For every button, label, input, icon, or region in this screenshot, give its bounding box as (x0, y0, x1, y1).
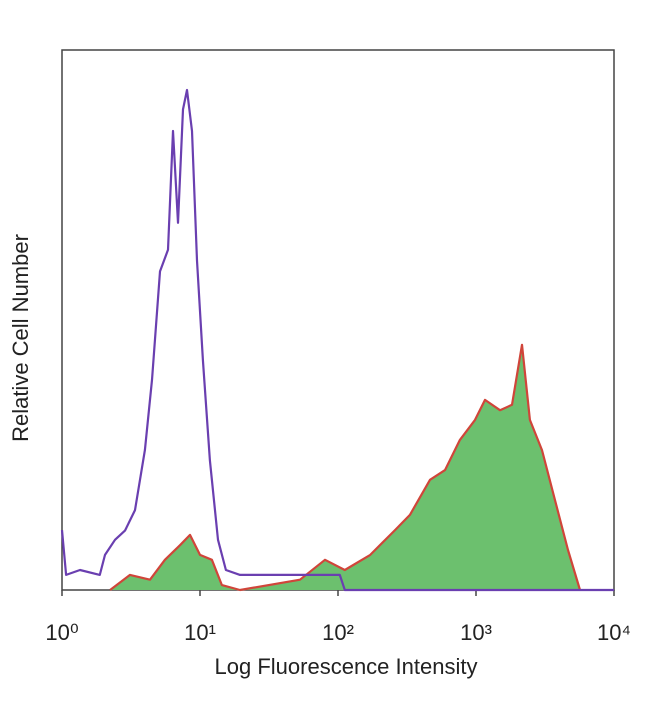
area (110, 344, 580, 590)
histogram-line (109, 343, 582, 592)
x-tick-label: 10⁰ (45, 620, 78, 645)
x-tick-label: 10⁴ (597, 620, 631, 645)
x-tick-label: 10² (322, 620, 354, 645)
x-axis-label: Log Fluorescence Intensity (215, 654, 478, 679)
x-tick-label: 10³ (460, 620, 492, 645)
y-axis-label: Relative Cell Number (8, 234, 33, 442)
histogram-line (60, 88, 614, 592)
x-tick-label: 10¹ (184, 620, 216, 645)
